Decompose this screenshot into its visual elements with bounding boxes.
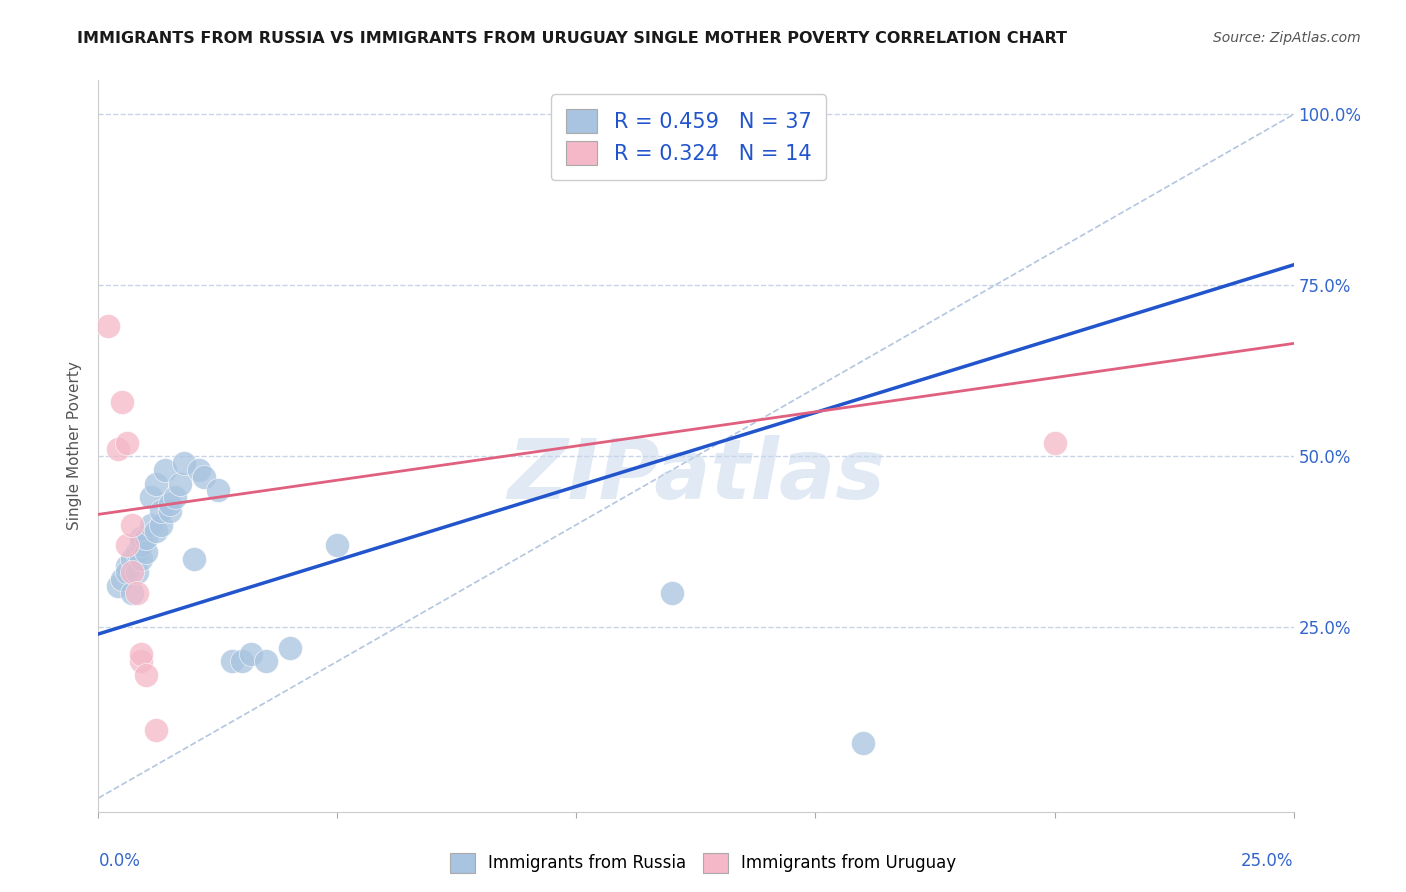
Point [107,442,129,457]
Text: IMMIGRANTS FROM RUSSIA VS IMMIGRANTS FROM URUGUAY SINGLE MOTHER POVERTY CORRELAT: IMMIGRANTS FROM RUSSIA VS IMMIGRANTS FRO… [77,31,1067,46]
Point [125,545,148,559]
Point [254,654,277,668]
Text: ZIPatlas: ZIPatlas [508,434,884,516]
Point [149,504,172,518]
Point [135,668,157,682]
Point [131,648,153,662]
Point [107,579,129,593]
Point [163,490,186,504]
Point [121,517,143,532]
Point [125,586,148,600]
Point [135,545,157,559]
Point [131,538,153,552]
Point [115,558,138,573]
Point [111,572,134,586]
Point [240,648,263,662]
Point [207,483,229,498]
Point [187,463,209,477]
Point [149,517,172,532]
Point [131,551,153,566]
Point [111,394,134,409]
Point [183,551,205,566]
Point [173,456,195,470]
Point [97,319,120,334]
Point [131,654,153,668]
Point [145,723,167,737]
Y-axis label: Single Mother Poverty: Single Mother Poverty [67,361,83,531]
Point [231,654,253,668]
Text: 0.0%: 0.0% [98,852,141,870]
Point [326,538,349,552]
Legend: Immigrants from Russia, Immigrants from Uruguay: Immigrants from Russia, Immigrants from … [443,847,963,880]
Point [121,551,143,566]
Point [115,566,138,580]
Point [115,435,138,450]
Point [155,463,177,477]
Point [139,490,162,504]
Text: 25.0%: 25.0% [1241,852,1294,870]
Point [121,566,143,580]
Point [193,469,215,483]
Point [145,524,167,539]
Point [115,538,138,552]
Point [159,504,181,518]
Text: Source: ZipAtlas.com: Source: ZipAtlas.com [1213,31,1361,45]
Point [145,476,167,491]
Point [1043,435,1066,450]
Point [169,476,191,491]
Point [661,586,683,600]
Point [278,640,301,655]
Point [221,654,243,668]
Point [131,531,153,545]
Point [125,566,148,580]
Point [135,531,157,545]
Point [121,586,143,600]
Point [159,497,181,511]
Point [139,517,162,532]
Legend: R = 0.459   N = 37, R = 0.324   N = 14: R = 0.459 N = 37, R = 0.324 N = 14 [551,95,825,180]
Point [852,736,875,750]
